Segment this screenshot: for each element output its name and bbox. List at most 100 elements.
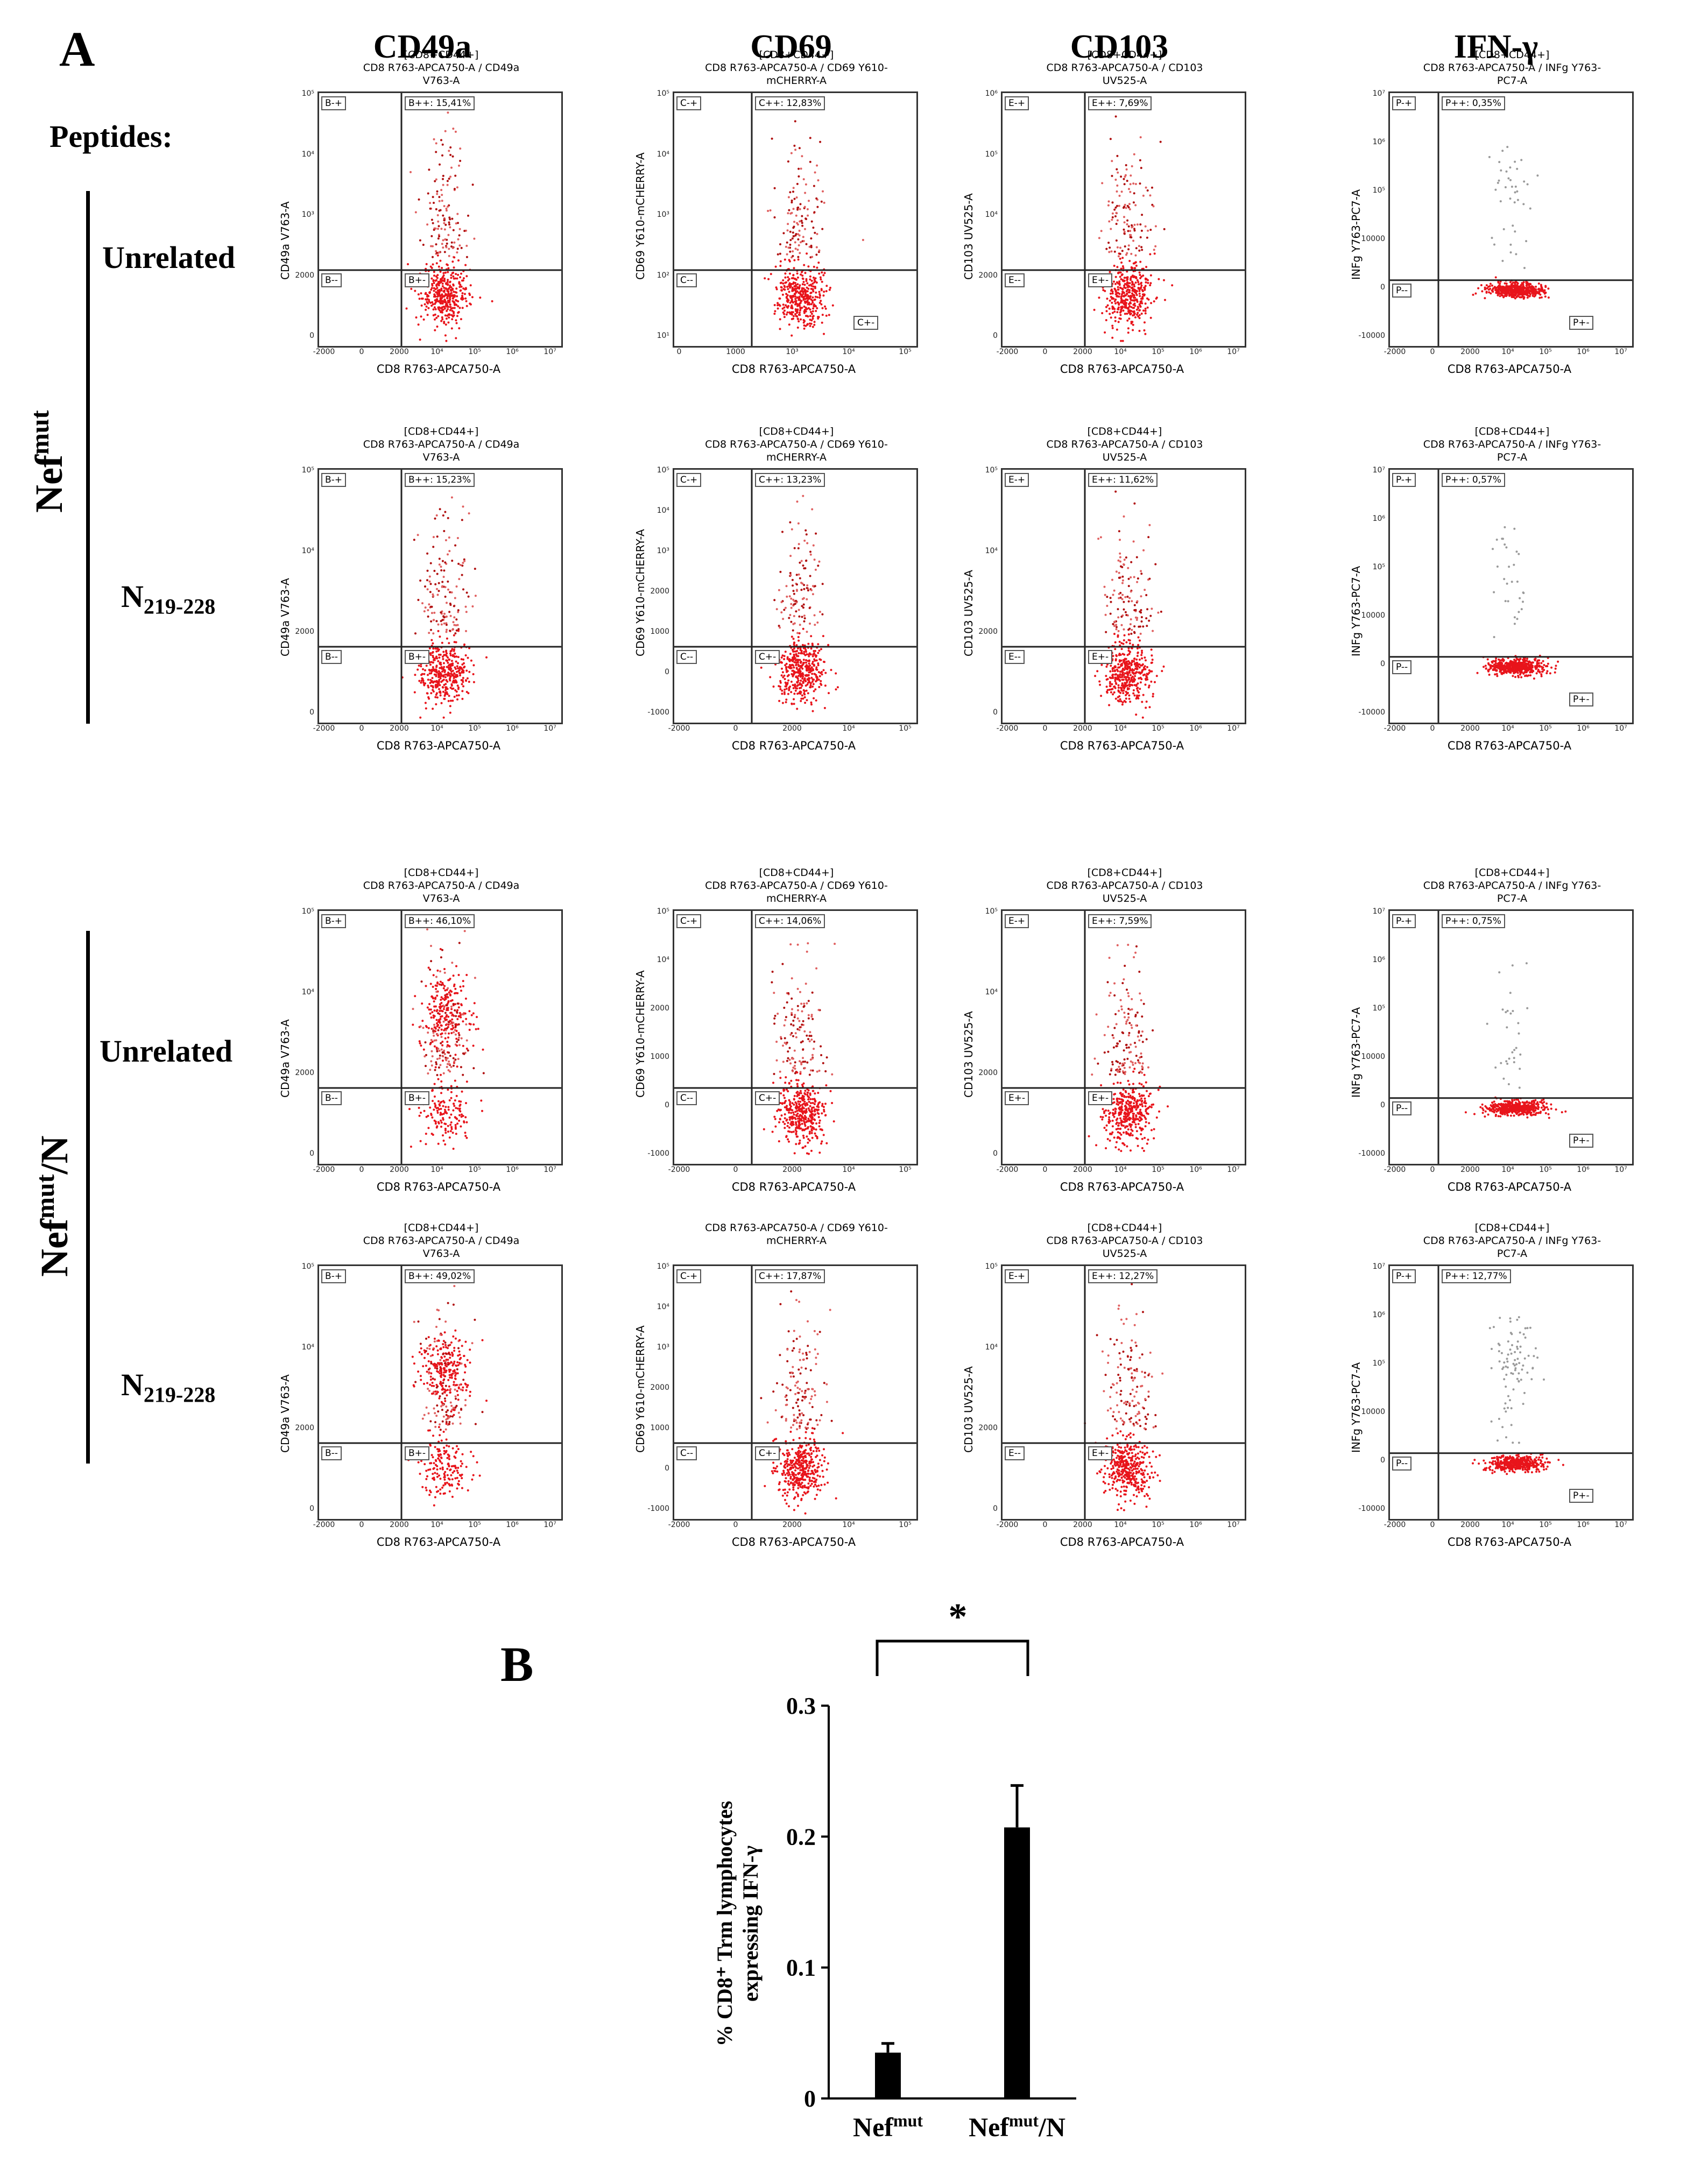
category-label-0: Nefmut — [853, 2111, 923, 2142]
y-tick-label: 10⁵ — [1372, 1004, 1385, 1013]
x-axis-label: CD8 R763-APCA750-A — [1060, 363, 1184, 376]
flow-panel-0-2: [CD8+CD44+] CD8 R763-APCA750-A / CD103 U… — [962, 48, 1286, 425]
flow-panel-1-3: [CD8+CD44+] CD8 R763-APCA750-A / INFg Y7… — [1350, 425, 1674, 802]
x-tick-label: 2000 — [390, 724, 409, 733]
quadrant-label-neg-neg: E-- — [1005, 1446, 1025, 1460]
x-tick-label: 10⁵ — [899, 348, 912, 356]
quadrant-label-neg-pos: E-+ — [1005, 473, 1029, 487]
flow-panel-header: [CD8+CD44+] CD8 R763-APCA750-A / CD49a V… — [363, 867, 520, 904]
x-tick-label: 0 — [359, 724, 364, 733]
quadrant-label-neg-neg: C-- — [676, 1446, 697, 1460]
significance-star: * — [949, 1596, 968, 1638]
quadrant-label-pos-pos: B++: 49,02% — [405, 1269, 475, 1283]
y-tick-label: 10³ — [301, 210, 314, 219]
flow-scatter-svg — [1003, 911, 1245, 1164]
quadrant-label-pos-neg: B+- — [405, 1091, 430, 1105]
y-tick-label: 10⁵ — [301, 89, 314, 98]
flow-plot-area: C-+ C++: 17,87% C-- C+- — [673, 1264, 918, 1521]
x-tick-label: 10⁵ — [1539, 724, 1552, 733]
x-tick-label: 10⁵ — [899, 1521, 912, 1529]
quadrant-label-neg-neg: E-- — [1005, 650, 1025, 664]
x-tick-label: 10⁴ — [1501, 1165, 1514, 1174]
y-tick-label: 2000 — [650, 1004, 669, 1013]
y-tick-label: 10⁵ — [657, 1262, 669, 1271]
quadrant-label-neg-neg: B-- — [321, 273, 342, 287]
y-tick-label: 2000 — [650, 587, 669, 596]
x-tick-label: 0 — [1430, 348, 1435, 356]
quadrant-label-pos-pos: B++: 15,41% — [405, 96, 475, 110]
y-tick-label: 0 — [309, 708, 314, 717]
x-tick-label: 10⁵ — [1152, 348, 1164, 356]
y-tick-label: -10000 — [1358, 1149, 1385, 1158]
x-tick-label: -2000 — [1384, 348, 1406, 356]
quadrant-label-pos-pos: C++: 13,23% — [755, 473, 825, 487]
quadrant-label-neg-neg: E+- — [1005, 1091, 1029, 1105]
y-tick-label: 0 — [309, 331, 314, 340]
flow-panel-header: [CD8+CD44+] CD8 R763-APCA750-A / CD103 U… — [1046, 426, 1203, 463]
x-tick-label: 2000 — [1073, 724, 1092, 733]
quadrant-label-neg-neg: B-- — [321, 1091, 342, 1105]
flow-panel-header: [CD8+CD44+] CD8 R763-APCA750-A / INFg Y7… — [1423, 1222, 1601, 1260]
x-tick-label: 10⁶ — [1577, 1521, 1590, 1529]
bar-chart: 0 0.1 0.2 0.3 % CD8⁺ Trm lymphocytes expressi… — [635, 1571, 1119, 2184]
flow-panel-1-2: [CD8+CD44+] CD8 R763-APCA750-A / CD103 U… — [962, 425, 1286, 802]
x-tick-label: 0 — [359, 348, 364, 356]
y-axis-label: CD49a V763-A — [279, 201, 292, 280]
y-tick-label: 10⁵ — [657, 89, 669, 98]
x-axis-label: CD8 R763-APCA750-A — [1060, 1181, 1184, 1193]
x-tick-label: 2000 — [1073, 1521, 1092, 1529]
quadrant-label-pos-pos: B++: 15,23% — [405, 473, 475, 487]
y-tick-label: 10² — [657, 271, 669, 280]
x-tick-label: 10⁴ — [842, 1165, 855, 1174]
y-tick-label: 10⁵ — [301, 466, 314, 475]
x-axis-label: CD8 R763-APCA750-A — [376, 739, 501, 752]
flow-scatter-svg — [1003, 470, 1245, 723]
x-tick-label: 10⁴ — [1114, 348, 1127, 356]
flow-scatter-svg — [1390, 93, 1632, 346]
flow-panel-header: [CD8+CD44+] CD8 R763-APCA750-A / INFg Y7… — [1423, 49, 1601, 87]
x-tick-label: 2000 — [1460, 348, 1480, 356]
quadrant-label-pos-pos: P++: 0,75% — [1442, 914, 1505, 928]
y-tick-label: -10000 — [1358, 331, 1385, 340]
y-tick-label: 0 — [665, 1101, 669, 1109]
quadrant-label-neg-pos: B-+ — [321, 914, 347, 928]
x-tick-label: 2000 — [390, 1165, 409, 1174]
x-axis-label: CD8 R763-APCA750-A — [1447, 1181, 1572, 1193]
x-tick-label: 10⁷ — [1227, 348, 1240, 356]
flow-scatter-svg — [319, 911, 561, 1164]
bar-0 — [875, 2052, 901, 2098]
quadrant-label-pos-neg: C+- — [853, 315, 879, 330]
quadrant-label-pos-neg: P+- — [1569, 315, 1593, 330]
quadrant-label-neg-pos: C-+ — [676, 96, 702, 110]
x-tick-label: 0 — [676, 348, 682, 356]
quadrant-label-neg-pos: B-+ — [321, 1269, 347, 1283]
y-tick-label: 10⁴ — [985, 988, 998, 996]
x-tick-label: 10⁶ — [1577, 348, 1590, 356]
y-tick-label: 1000 — [650, 1052, 669, 1061]
x-axis-label: CD8 R763-APCA750-A — [731, 739, 856, 752]
x-axis-label: CD8 R763-APCA750-A — [731, 363, 856, 376]
x-tick-label: 10⁷ — [1227, 1165, 1240, 1174]
flow-panel-header: CD8 R763-APCA750-A / CD69 Y610- mCHERRY-… — [705, 1222, 888, 1247]
flow-panel-2-0: [CD8+CD44+] CD8 R763-APCA750-A / CD49a V… — [279, 866, 603, 1243]
x-tick-label: 2000 — [1073, 1165, 1092, 1174]
y-tick-label: 2000 — [295, 627, 314, 636]
flow-scatter-svg — [674, 93, 916, 346]
col-header-cd49a: CD49a — [373, 29, 472, 65]
y-tick-label: 0.2 — [786, 1823, 816, 1850]
flow-plot-area: C-+ C++: 14,06% C-- C+- — [673, 909, 918, 1165]
x-tick-label: 0 — [1430, 1521, 1435, 1529]
y-tick-label: 10⁵ — [985, 1262, 998, 1271]
bar-1 — [1004, 1827, 1030, 2098]
y-tick-label: -1000 — [647, 1504, 669, 1513]
y-tick-label: 10⁴ — [301, 1343, 314, 1352]
flow-panel-header: [CD8+CD44+] CD8 R763-APCA750-A / CD103 U… — [1046, 49, 1203, 87]
y-tick-label: 10⁵ — [985, 466, 998, 475]
x-tick-label: 10⁷ — [1227, 1521, 1240, 1529]
y-tick-label: 0 — [993, 1504, 998, 1513]
flow-plot-area: E-+ E++: 7,69% E-- E+- — [1001, 91, 1246, 348]
y-axis-label: CD103 UV525-A — [962, 1011, 975, 1098]
flow-panel-header: [CD8+CD44+] CD8 R763-APCA750-A / CD49a V… — [363, 1222, 520, 1260]
y-axis-label: INFg Y763-PC7-A — [1350, 189, 1363, 280]
y-axis-label: INFg Y763-PC7-A — [1350, 566, 1363, 656]
